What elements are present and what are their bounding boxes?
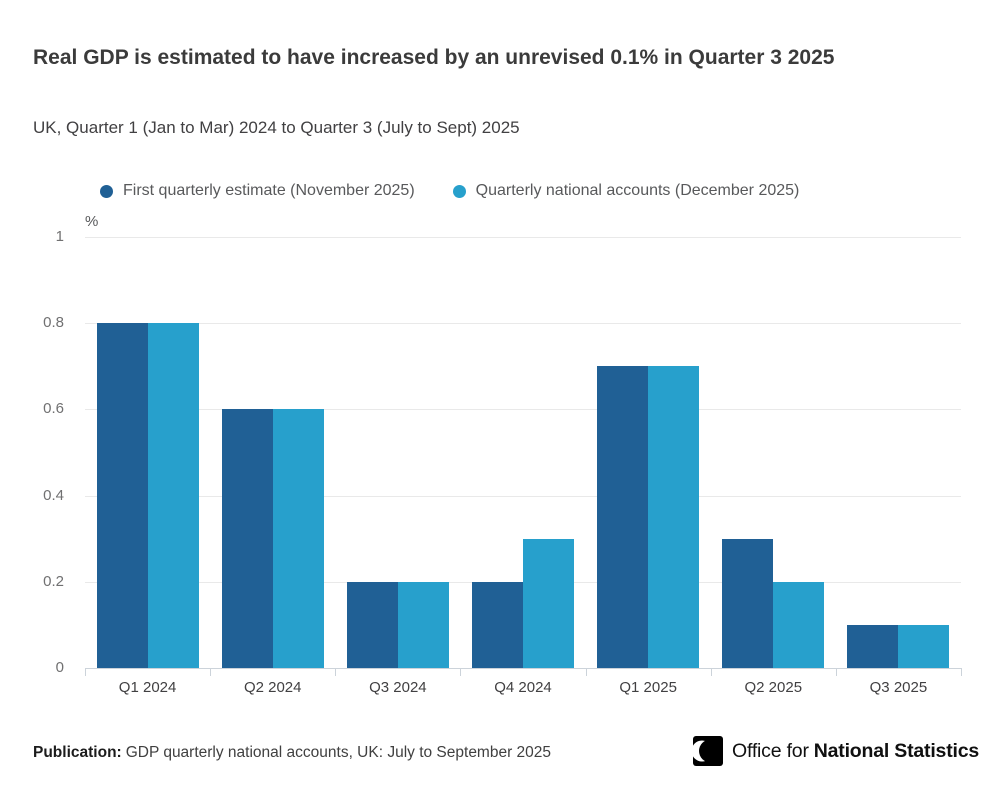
bar[interactable] <box>272 409 324 668</box>
legend-label: Quarterly national accounts (December 20… <box>475 182 800 199</box>
x-axis-tick <box>710 668 712 676</box>
x-axis-label: Q1 2025 <box>619 679 677 696</box>
x-axis-label: Q2 2025 <box>744 679 803 696</box>
y-tick-label: 0.8 <box>43 314 64 332</box>
legend-swatch-icon <box>452 184 466 198</box>
bar[interactable] <box>397 581 449 668</box>
x-axis-label: Q1 2024 <box>118 679 177 696</box>
x-axis-label: Q3 2025 <box>869 679 928 696</box>
chart-title: Real GDP is estimated to have increased … <box>33 46 835 70</box>
y-tick-label: 0 <box>55 659 64 676</box>
legend-item[interactable]: First quarterly estimate (November 2025) <box>100 182 415 200</box>
chart-subtitle: UK, Quarter 1 (Jan to Mar) 2024 to Quart… <box>33 118 520 137</box>
publication-line: Publication: GDP quarterly national accou… <box>33 744 551 762</box>
bar[interactable] <box>346 581 398 668</box>
x-axis-tick <box>85 668 86 676</box>
x-axis-tick <box>835 668 837 676</box>
x-axis-tick <box>961 668 962 676</box>
y-axis-unit-label: % <box>85 213 99 230</box>
y-tick-label: 0.6 <box>43 400 64 418</box>
bar[interactable] <box>898 624 950 668</box>
x-axis-tick <box>585 668 587 676</box>
x-axis-tick <box>335 668 337 676</box>
bar[interactable] <box>648 366 700 668</box>
gridline <box>85 237 961 238</box>
legend-label: First quarterly estimate (November 2025) <box>123 182 415 199</box>
x-axis-line <box>85 668 961 669</box>
bar[interactable] <box>472 581 523 668</box>
gridline <box>85 409 961 411</box>
ons-logo-national-statistics: National Statistics <box>813 739 979 762</box>
bar[interactable] <box>773 581 825 668</box>
x-axis-tick <box>460 668 462 676</box>
legend-swatch-icon <box>100 184 113 198</box>
y-tick-label: 0.4 <box>43 486 64 504</box>
x-axis-label: Q2 2024 <box>243 679 302 696</box>
legend: First quarterly estimate (November 2025)… <box>100 182 799 200</box>
x-axis-label: Q3 2024 <box>369 679 427 696</box>
legend-item[interactable]: Quarterly national accounts (December 20… <box>452 182 800 200</box>
ons-logo-text: Office for National Statistics <box>732 740 979 763</box>
gridline <box>85 495 961 497</box>
y-tick-label: 0.2 <box>43 572 64 590</box>
bar[interactable] <box>147 323 199 668</box>
publication-text: GDP quarterly national accounts, UK: Jul… <box>125 744 552 761</box>
x-axis-label: Q4 2024 <box>494 679 552 696</box>
bar[interactable] <box>847 624 899 668</box>
publication-label: Publication: <box>33 744 122 761</box>
ons-logo-office-for: Office for <box>731 739 809 762</box>
y-tick-label: 1 <box>55 228 64 245</box>
bar[interactable] <box>523 538 574 668</box>
bar[interactable] <box>722 538 774 668</box>
ons-logo: Office for National Statistics <box>691 736 979 766</box>
ons-crescent-icon <box>691 736 723 766</box>
bar[interactable] <box>597 366 649 668</box>
bar[interactable] <box>221 409 273 668</box>
bar[interactable] <box>96 323 148 668</box>
gridline <box>85 323 961 325</box>
x-axis-tick <box>210 668 212 676</box>
